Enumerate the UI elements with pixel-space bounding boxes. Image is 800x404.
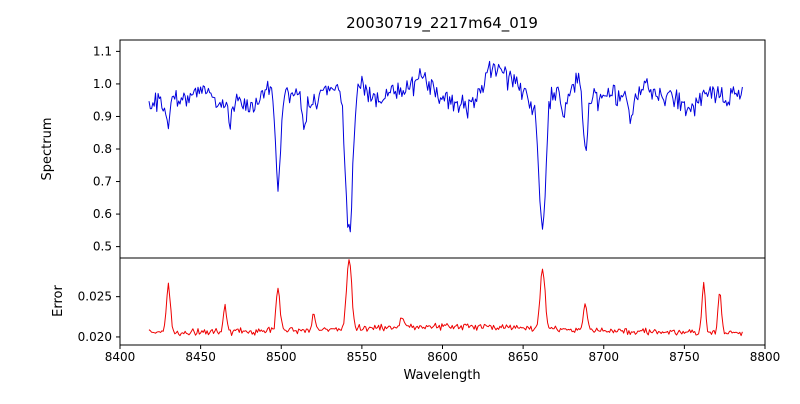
spectrum-series-line bbox=[148, 60, 743, 233]
axis-ticks: 8400 8450 8500 8550 8600 8650 8700 8750 8800 0.5 0… bbox=[78, 44, 781, 364]
spectrum-y-tick-label: 0.9 bbox=[93, 109, 112, 123]
spectrum-y-tick-label: 0.8 bbox=[93, 142, 112, 156]
error-y-tick-label: 0.025 bbox=[78, 290, 112, 304]
spectrum-y-axis-label: Spectrum bbox=[40, 118, 55, 181]
x-tick-label: 8750 bbox=[669, 350, 700, 364]
x-tick-label: 8700 bbox=[588, 350, 619, 364]
x-tick-label: 8400 bbox=[105, 350, 136, 364]
plot-title: 20030719_2217m64_019 bbox=[346, 14, 538, 33]
x-tick-label: 8600 bbox=[427, 350, 458, 364]
axes-frames bbox=[119, 39, 766, 346]
spectrum-y-tick-label: 1.1 bbox=[93, 44, 112, 58]
x-tick-label: 8650 bbox=[508, 350, 539, 364]
x-tick-label: 8800 bbox=[750, 350, 781, 364]
x-axis-label: Wavelength bbox=[403, 368, 480, 383]
spectrum-y-tick-label: 0.6 bbox=[93, 207, 112, 221]
spectrum-y-tick-label: 1.0 bbox=[93, 77, 112, 91]
error-y-axis-label: Error bbox=[51, 285, 66, 317]
x-tick-label: 8450 bbox=[185, 350, 216, 364]
series-group bbox=[148, 60, 743, 337]
spectrum-y-tick-label: 0.5 bbox=[93, 240, 112, 254]
x-tick-label: 8550 bbox=[347, 350, 378, 364]
spectrum-panel-frame bbox=[119, 39, 766, 259]
error-y-tick-label: 0.020 bbox=[78, 330, 112, 344]
spectrum-y-tick-label: 0.7 bbox=[93, 175, 112, 189]
error-series-line bbox=[148, 259, 743, 337]
x-tick-label: 8500 bbox=[266, 350, 297, 364]
